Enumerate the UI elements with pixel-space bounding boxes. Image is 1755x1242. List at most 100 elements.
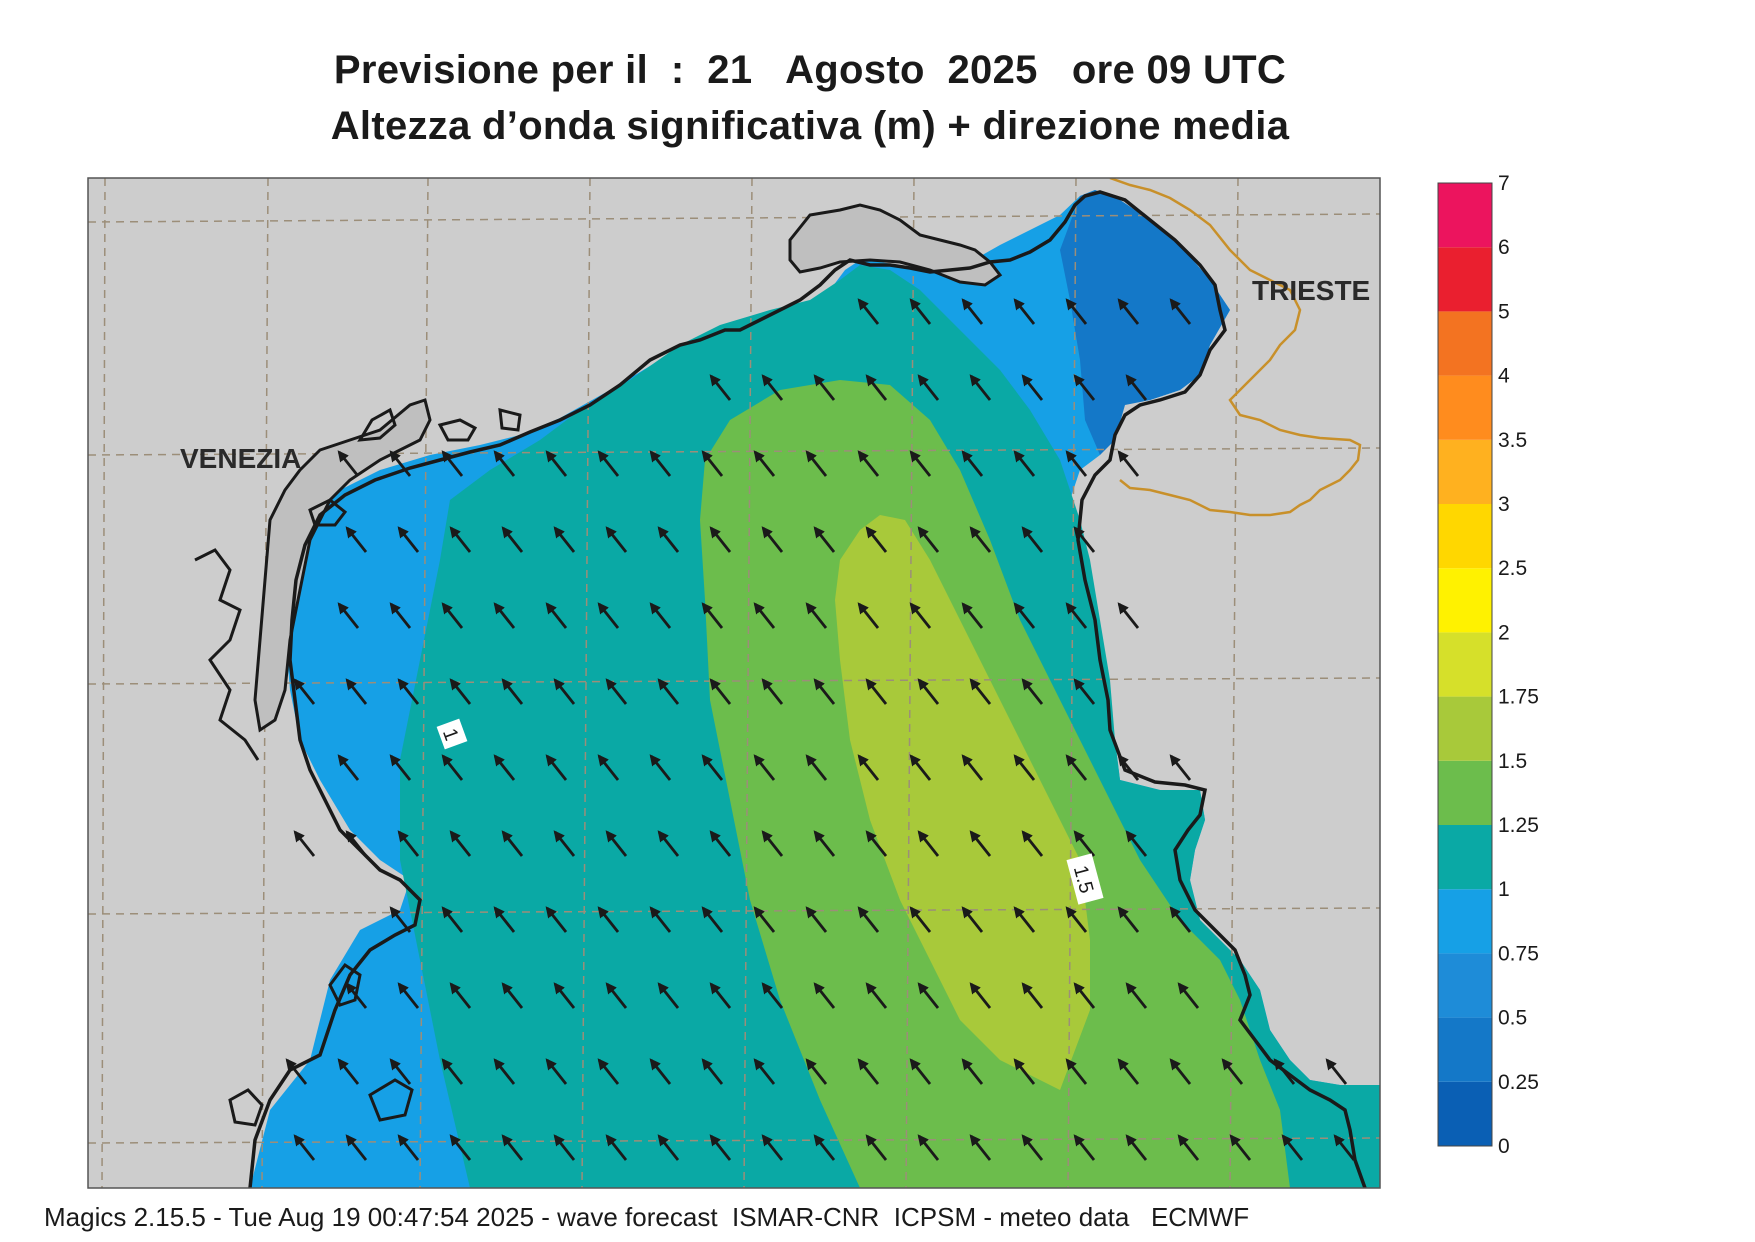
wave-direction-arrow [553, 1134, 576, 1161]
wave-direction-arrow [909, 906, 932, 933]
wave-direction-arrow [909, 754, 932, 781]
wave-direction-arrow [805, 602, 828, 629]
wave-direction-arrow [1117, 906, 1140, 933]
wave-direction-arrow [545, 906, 568, 933]
wave-direction-arrow [657, 982, 680, 1009]
wave-direction-arrow [293, 1134, 316, 1161]
wave-direction-arrow [545, 754, 568, 781]
wave-direction-arrow [857, 602, 880, 629]
wave-direction-arrow [545, 602, 568, 629]
wave-direction-arrow [917, 374, 940, 401]
colorbar-segment [1438, 247, 1492, 312]
colorbar-segment [1438, 696, 1492, 761]
wave-direction-arrow [1021, 982, 1044, 1009]
colorbar: 0 0.25 0.5 0.75 1 1.25 1.5 1.75 2 2.5 3 3.5 4 5 6 7 [1437, 172, 1539, 1158]
wave-direction-arrow [761, 526, 784, 553]
wave-direction-arrow [865, 678, 888, 705]
wave-direction-arrow [1273, 1058, 1296, 1085]
wave-direction-arrow [709, 830, 732, 857]
colorbar-segment [1438, 439, 1492, 504]
wave-direction-arrow [441, 602, 464, 629]
wave-direction-arrow [293, 678, 316, 705]
colorbar-tick-label: 3 [1498, 493, 1510, 516]
wave-direction-arrow [1013, 450, 1036, 477]
wave-direction-arrow [1169, 754, 1192, 781]
wave-direction-arrow [345, 1134, 368, 1161]
wave-direction-arrow [709, 374, 732, 401]
wave-direction-arrow [909, 1058, 932, 1085]
wave-direction-arrow [969, 982, 992, 1009]
colorbar-segment [1438, 183, 1492, 248]
wave-direction-arrow [657, 526, 680, 553]
north-coast-land [788, 203, 1003, 287]
colorbar-tick-label: 2 [1498, 621, 1510, 644]
wave-direction-arrow [501, 526, 524, 553]
wave-direction-arrow [969, 526, 992, 553]
wave-direction-arrow [1117, 298, 1140, 325]
city-label-trieste: TRIESTE [1252, 275, 1370, 306]
colorbar-segment [1438, 825, 1492, 890]
wave-direction-arrow [1229, 1134, 1252, 1161]
wave-direction-arrow [961, 298, 984, 325]
wave-direction-arrow [865, 374, 888, 401]
wave-direction-arrow [493, 754, 516, 781]
wave-direction-arrow [1065, 298, 1088, 325]
wave-direction-arrow [397, 830, 420, 857]
colorbar-tick-label: 2.5 [1498, 557, 1527, 580]
colorbar-segment [1438, 375, 1492, 440]
wave-direction-arrow [805, 450, 828, 477]
wave-direction-arrow [449, 678, 472, 705]
wave-direction-arrow [909, 602, 932, 629]
wave-direction-arrow [1073, 982, 1096, 1009]
wave-direction-arrow [345, 678, 368, 705]
wave-direction-arrow [1073, 526, 1096, 553]
wave-direction-arrow [917, 1134, 940, 1161]
colorbar-segment [1438, 1081, 1492, 1146]
wave-direction-arrow [1117, 1058, 1140, 1085]
wave-direction-arrow [1073, 830, 1096, 857]
wave-direction-arrow [701, 754, 724, 781]
wave-direction-arrow [1021, 1134, 1044, 1161]
wave-direction-arrow [857, 1058, 880, 1085]
wave-direction-arrow [969, 374, 992, 401]
wave-direction-arrow [1021, 374, 1044, 401]
wave-direction-arrow [917, 982, 940, 1009]
wave-direction-arrow [1221, 1058, 1244, 1085]
wave-direction-arrow [1073, 678, 1096, 705]
wave-direction-arrow [605, 526, 628, 553]
wave-direction-arrow [917, 526, 940, 553]
wave-direction-arrow [649, 1058, 672, 1085]
wave-direction-arrow [1125, 374, 1148, 401]
wave-direction-arrow [701, 906, 724, 933]
wave-direction-arrow [493, 602, 516, 629]
wave-direction-arrow [857, 450, 880, 477]
wave-direction-arrow [701, 602, 724, 629]
colorbar-tick-label: 4 [1498, 365, 1510, 388]
colorbar-tick-label: 6 [1498, 236, 1510, 259]
wave-direction-arrow [1021, 526, 1044, 553]
wave-direction-arrow [389, 754, 412, 781]
wave-direction-arrow [553, 526, 576, 553]
wave-direction-arrow [1117, 450, 1140, 477]
wave-direction-arrow [709, 526, 732, 553]
wave-direction-arrow [597, 906, 620, 933]
wave-direction-arrow [337, 754, 360, 781]
wave-direction-arrow [813, 678, 836, 705]
wave-direction-arrow [865, 982, 888, 1009]
colorbar-tick-label: 1.5 [1498, 750, 1527, 773]
wave-direction-arrow [337, 602, 360, 629]
wave-direction-arrow [345, 526, 368, 553]
wave-direction-arrow [285, 1058, 308, 1085]
wave-direction-arrow [389, 602, 412, 629]
map-frame [87, 177, 1381, 1189]
wave-direction-arrow [1073, 374, 1096, 401]
wave-direction-arrow [753, 450, 776, 477]
colorbar-tick-label: 1 [1498, 878, 1510, 901]
wave-direction-arrow [909, 450, 932, 477]
sea-1.5-1.75 [835, 515, 1090, 1090]
wave-direction-arrow [761, 982, 784, 1009]
wave-direction-arrow [649, 906, 672, 933]
wave-direction-arrow [293, 830, 316, 857]
wave-direction-arrow [1169, 906, 1192, 933]
